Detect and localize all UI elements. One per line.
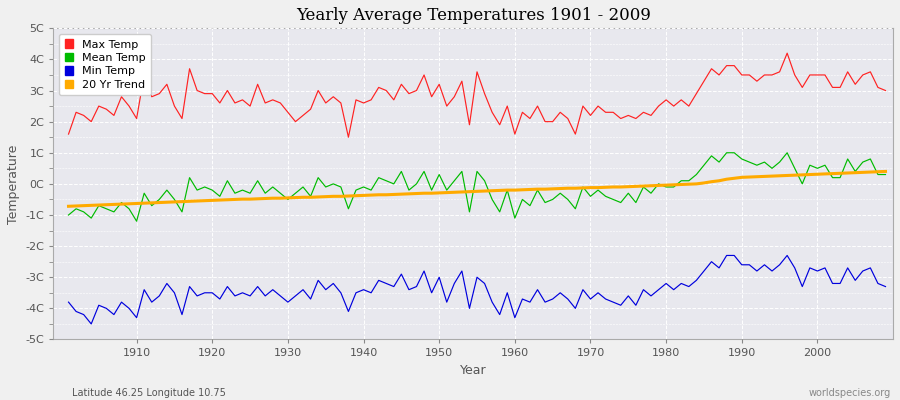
Title: Yearly Average Temperatures 1901 - 2009: Yearly Average Temperatures 1901 - 2009 bbox=[296, 7, 651, 24]
X-axis label: Year: Year bbox=[460, 364, 487, 377]
Y-axis label: Temperature: Temperature bbox=[7, 144, 20, 224]
Text: worldspecies.org: worldspecies.org bbox=[809, 388, 891, 398]
Legend: Max Temp, Mean Temp, Min Temp, 20 Yr Trend: Max Temp, Mean Temp, Min Temp, 20 Yr Tre… bbox=[59, 34, 151, 95]
Text: Latitude 46.25 Longitude 10.75: Latitude 46.25 Longitude 10.75 bbox=[72, 388, 226, 398]
